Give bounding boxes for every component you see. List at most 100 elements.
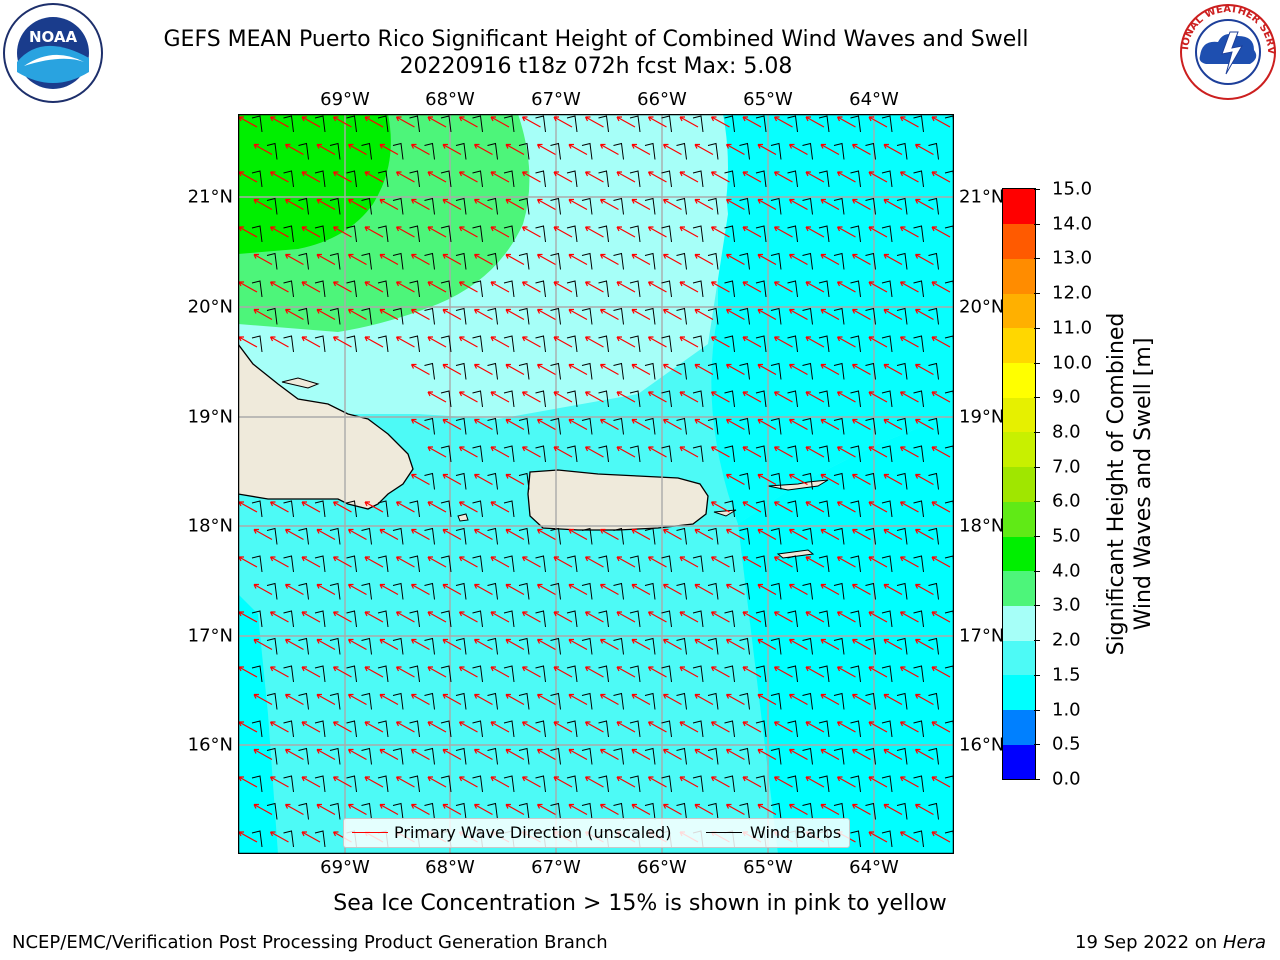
wind-barb bbox=[833, 417, 845, 435]
wave-direction-arrow bbox=[427, 776, 447, 788]
wind-barb bbox=[535, 115, 546, 133]
wave-direction-arrow bbox=[662, 583, 682, 596]
wave-direction-arrow bbox=[710, 226, 730, 238]
wave-direction-arrow bbox=[599, 308, 619, 321]
wave-direction-arrow bbox=[836, 776, 856, 788]
wave-direction-arrow bbox=[725, 253, 745, 266]
colorbar-tick bbox=[1034, 744, 1040, 746]
wind-barb bbox=[833, 142, 845, 160]
wind-barb bbox=[644, 362, 656, 380]
wind-barb bbox=[409, 720, 420, 738]
wave-direction-arrow bbox=[662, 143, 682, 156]
wave-direction-arrow bbox=[647, 611, 667, 623]
wave-direction-arrow bbox=[379, 198, 399, 211]
wave-direction-arrow bbox=[427, 171, 447, 183]
wave-direction-arrow bbox=[395, 281, 415, 293]
wave-direction-arrow bbox=[647, 446, 667, 458]
wave-direction-arrow bbox=[553, 611, 573, 623]
wave-direction-arrow bbox=[332, 281, 352, 293]
wind-barb bbox=[581, 197, 593, 215]
wind-barb bbox=[392, 307, 404, 325]
lon-label-top: 67°W bbox=[531, 89, 581, 110]
wave-direction-arrow bbox=[536, 308, 556, 321]
wave-direction-arrow bbox=[584, 666, 604, 678]
wind-barb bbox=[266, 747, 278, 765]
wave-direction-arrow bbox=[616, 446, 636, 458]
wave-direction-arrow bbox=[662, 638, 682, 651]
wind-barb bbox=[518, 142, 530, 160]
wave-direction-arrow bbox=[820, 748, 840, 761]
wind-barb bbox=[472, 390, 483, 408]
wind-barb bbox=[424, 197, 435, 215]
wave-direction-arrow bbox=[868, 831, 888, 843]
wind-barb bbox=[550, 802, 561, 820]
lon-label-top: 64°W bbox=[849, 89, 899, 110]
wave-direction-arrow bbox=[521, 611, 541, 623]
wind-barb bbox=[472, 500, 483, 518]
wind-barb bbox=[361, 802, 372, 820]
wind-barb bbox=[598, 720, 609, 738]
wind-barb bbox=[424, 142, 435, 160]
wind-barb bbox=[472, 720, 483, 738]
wind-barb bbox=[644, 417, 656, 435]
wind-barb bbox=[707, 417, 719, 435]
wind-barb bbox=[251, 115, 263, 133]
wind-barb bbox=[881, 225, 893, 243]
wave-direction-arrow bbox=[458, 281, 478, 293]
wind-barb bbox=[283, 170, 294, 188]
wind-barb bbox=[644, 637, 656, 655]
noaa-logo-text: NOAA bbox=[29, 28, 78, 46]
wave-direction-arrow bbox=[851, 583, 871, 596]
colorbar-segment bbox=[1003, 397, 1035, 433]
wave-direction-arrow bbox=[851, 528, 871, 541]
wind-barb bbox=[928, 527, 939, 545]
colorbar-tick bbox=[1034, 536, 1040, 538]
wave-direction-arrow bbox=[647, 336, 667, 348]
wind-barb bbox=[409, 775, 420, 793]
wave-direction-arrow bbox=[820, 528, 840, 541]
wind-barb bbox=[251, 335, 263, 353]
wind-barb bbox=[865, 362, 876, 380]
wind-barb bbox=[251, 830, 263, 848]
wave-direction-arrow bbox=[788, 363, 808, 376]
wave-direction-arrow bbox=[899, 556, 919, 568]
wave-direction-arrow bbox=[553, 281, 573, 293]
wave-direction-arrow bbox=[553, 556, 573, 568]
colorbar-tick bbox=[1034, 397, 1040, 399]
wave-direction-arrow bbox=[269, 336, 289, 348]
wave-direction-arrow bbox=[647, 721, 667, 733]
wind-barb bbox=[850, 665, 861, 683]
wave-direction-arrow bbox=[473, 418, 493, 431]
wind-barb bbox=[440, 500, 452, 518]
wind-barb bbox=[550, 362, 561, 380]
wave-direction-arrow bbox=[253, 638, 273, 651]
lon-label-bottom: 67°W bbox=[531, 857, 581, 878]
wind-barb bbox=[392, 692, 404, 710]
wave-direction-arrow bbox=[883, 528, 903, 541]
wind-barb bbox=[692, 665, 704, 683]
wind-barb bbox=[913, 610, 924, 628]
wave-direction-arrow bbox=[364, 171, 384, 183]
wave-direction-arrow bbox=[694, 198, 714, 211]
lat-label-left: 18°N bbox=[187, 515, 233, 537]
wave-direction-arrow bbox=[757, 528, 777, 541]
wave-direction-arrow bbox=[725, 748, 745, 761]
wind-barb bbox=[283, 610, 294, 628]
wind-barb bbox=[881, 115, 893, 133]
wind-barb bbox=[818, 390, 830, 408]
wind-barb bbox=[455, 637, 467, 655]
wind-barb bbox=[787, 335, 798, 353]
wave-direction-arrow bbox=[442, 363, 462, 376]
wind-barb bbox=[770, 252, 782, 270]
wind-barb bbox=[707, 582, 719, 600]
wind-barb bbox=[251, 555, 263, 573]
wind-barb bbox=[361, 637, 372, 655]
wave-direction-arrow bbox=[757, 418, 777, 431]
wave-direction-arrow bbox=[584, 226, 604, 238]
wind-barb bbox=[266, 307, 278, 325]
lat-label-right: 19°N bbox=[959, 406, 1005, 428]
wind-barb bbox=[739, 802, 750, 820]
wave-direction-arrow bbox=[662, 803, 682, 816]
colorbar-segment bbox=[1003, 744, 1035, 780]
wave-direction-arrow bbox=[931, 281, 951, 293]
